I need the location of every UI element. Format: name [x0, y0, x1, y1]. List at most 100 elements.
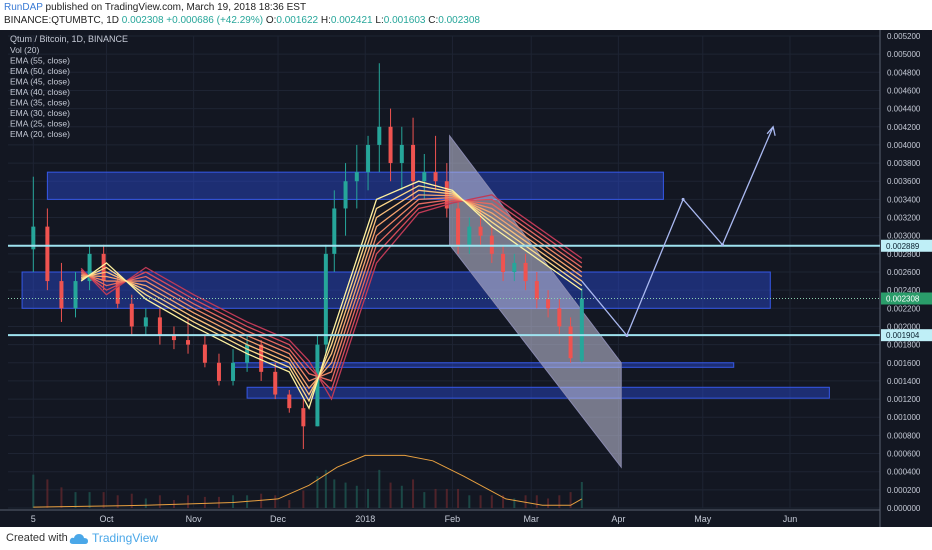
chart-background	[0, 30, 932, 527]
candle-body	[343, 181, 348, 209]
volume-bar	[187, 495, 190, 508]
volume-bar	[468, 495, 471, 508]
y-tick-label: 0.004000	[887, 141, 921, 150]
high-label: H:	[320, 15, 331, 26]
volume-bar	[74, 492, 77, 508]
y-tick-label: 0.003000	[887, 232, 921, 241]
price-label-bg	[881, 292, 932, 305]
x-tick-label: Dec	[270, 514, 287, 524]
volume-bar	[316, 476, 319, 508]
candle-body	[377, 126, 382, 145]
y-tick-label: 0.002400	[887, 286, 921, 295]
volume-bar	[445, 488, 448, 508]
candle-body	[87, 253, 92, 282]
candle-body	[534, 281, 539, 300]
volume-bar	[344, 482, 347, 508]
candle-body	[332, 208, 337, 254]
y-tick-label: 0.004400	[887, 105, 921, 114]
y-tick-label: 0.002600	[887, 268, 921, 277]
legend-item: EMA (50, close)	[10, 66, 70, 76]
low-value: 0.001603	[383, 15, 426, 26]
candle-body	[231, 362, 236, 381]
candle-body	[568, 326, 573, 359]
y-tick-label: 0.000400	[887, 468, 921, 477]
candle-body	[315, 344, 320, 427]
ema-line	[81, 194, 583, 390]
open-value: 0.001622	[276, 15, 319, 26]
candle-body	[101, 253, 106, 282]
volume-bar	[102, 492, 105, 508]
volume-bar	[333, 479, 336, 508]
candle-body	[202, 344, 207, 363]
ema-line	[80, 198, 583, 382]
volume-bar	[412, 479, 415, 508]
y-tick-label: 0.002200	[887, 304, 921, 313]
price-label-bg	[881, 239, 932, 252]
chart-title: Qtum / Bitcoin, 1D, BINANCE	[10, 34, 128, 44]
candle-body	[501, 253, 506, 272]
candle-body	[157, 317, 162, 336]
volume-bar	[274, 495, 277, 508]
legend-item: EMA (55, close)	[10, 56, 70, 66]
volume-bar	[158, 495, 161, 508]
volume-bar	[400, 485, 403, 508]
price-label-text: 0.001904	[886, 331, 920, 340]
candle-body	[287, 394, 292, 409]
publish-info: published on TradingView.com, March 19, …	[45, 2, 307, 13]
candle-body	[323, 253, 328, 345]
volume-bar	[367, 488, 370, 508]
legend-item: EMA (45, close)	[10, 77, 70, 87]
volume-bar	[355, 485, 358, 508]
chart-svg[interactable]: 0.005200 0.005000 0.004800 0.004600 0.004400…	[0, 30, 932, 527]
y-tick-label: 0.004600	[887, 86, 921, 95]
ema-line	[80, 194, 583, 401]
y-tick-label: 0.005200	[887, 32, 921, 41]
volume-bar	[457, 488, 460, 508]
ema-line	[80, 196, 583, 382]
volume-bar	[434, 488, 437, 508]
x-tick-label: Nov	[186, 514, 203, 524]
y-tick-label: 0.002000	[887, 322, 921, 331]
projection-pivot	[720, 243, 724, 247]
volume-ema-line	[33, 454, 583, 508]
y-tick-label: 0.004200	[887, 123, 921, 132]
candle-body	[259, 344, 264, 372]
x-tick-label: Oct	[99, 514, 114, 524]
x-tick-label: Jun	[783, 514, 798, 524]
y-tick-label: 0.001800	[887, 341, 921, 350]
price-label-text: 0.002308	[886, 295, 920, 304]
footer: Created with TradingView	[0, 527, 932, 550]
created-with-label: Created with	[6, 532, 68, 544]
volume-bar	[130, 493, 133, 508]
y-tick-label: 0.001600	[887, 359, 921, 368]
volume-bar	[513, 498, 516, 508]
candle-body	[478, 226, 483, 236]
legend-item: EMA (40, close)	[10, 87, 70, 97]
candle-body	[433, 172, 438, 182]
projection-pivot	[625, 334, 629, 338]
candle-body	[301, 408, 306, 427]
ema-line	[80, 180, 583, 410]
candle-body	[115, 281, 120, 304]
candle-body	[546, 299, 551, 309]
last-price: 0.002308	[121, 15, 164, 26]
x-tick-label: Mar	[523, 514, 539, 524]
y-tick-label: 0.001200	[887, 395, 921, 404]
tradingview-brand[interactable]: TradingView	[92, 531, 159, 545]
price-label-bg	[881, 329, 932, 342]
legend-item: EMA (30, close)	[10, 108, 70, 118]
projection-pivot	[681, 197, 685, 201]
ema-line	[80, 198, 583, 392]
chart-area[interactable]: 0.005200 0.005000 0.004800 0.004600 0.004400…	[0, 30, 932, 527]
volume-bar	[423, 492, 426, 508]
candle-body	[444, 181, 449, 209]
volume-bar	[88, 492, 91, 508]
author-link[interactable]: RunDAP	[4, 2, 43, 13]
volume-bar	[144, 498, 147, 508]
price-change: +0.000686 (+42.29%)	[166, 15, 264, 26]
candle-body	[411, 144, 416, 182]
publish-header: RunDAP published on TradingView.com, Mar…	[0, 0, 932, 30]
volume-bar	[324, 469, 327, 508]
y-tick-label: 0.003600	[887, 177, 921, 186]
y-tick-label: 0.002800	[887, 250, 921, 259]
